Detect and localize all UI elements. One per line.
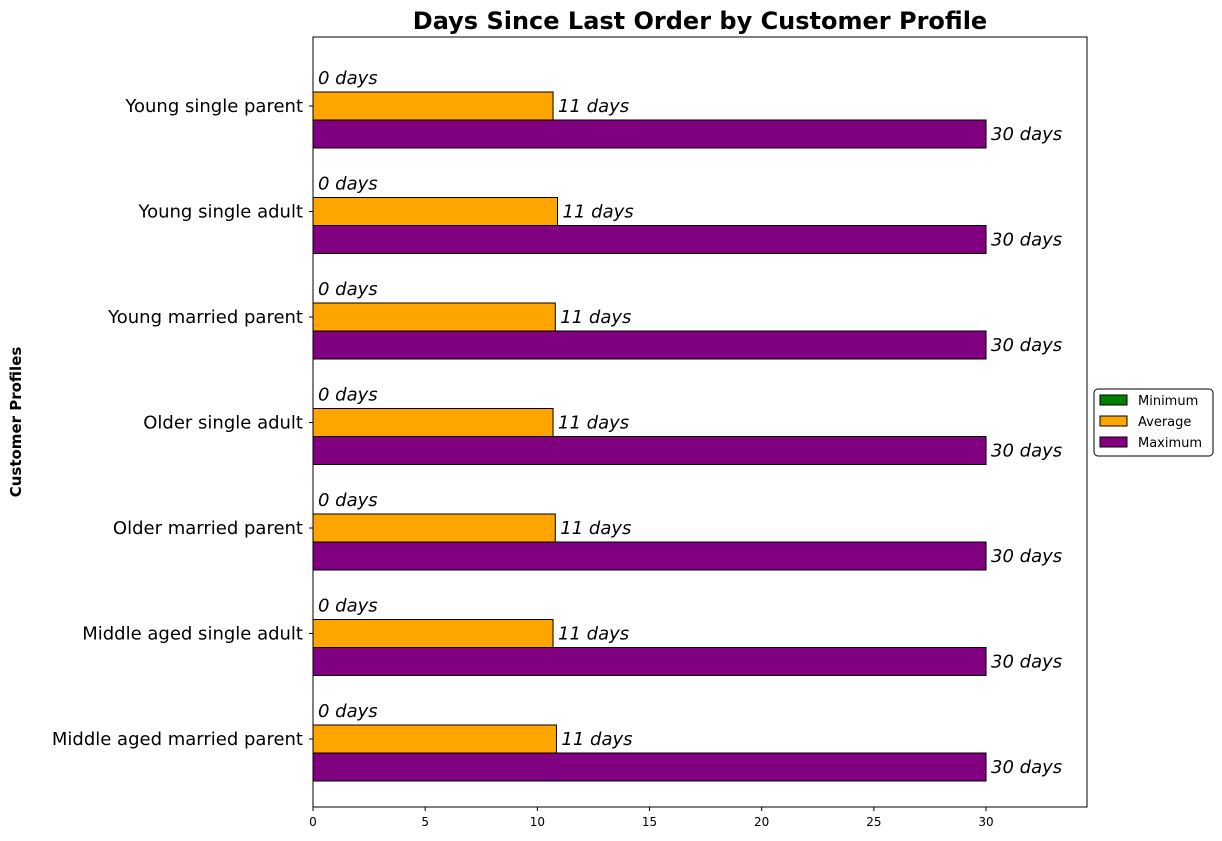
bar-average xyxy=(312,619,554,648)
legend-swatch-minimum xyxy=(1099,394,1128,406)
data-label-minimum: 0 days xyxy=(318,701,378,722)
legend-label-maximum: Maximum xyxy=(1138,436,1202,451)
data-label-minimum: 0 days xyxy=(318,68,378,89)
data-label-minimum: 0 days xyxy=(318,490,378,511)
category-label: Older single adult xyxy=(143,413,303,434)
data-label-average: 11 days xyxy=(558,624,629,645)
bar-average xyxy=(312,302,556,332)
bar-average xyxy=(312,513,556,543)
category-label: Middle aged married parent xyxy=(52,729,303,750)
data-label-minimum: 0 days xyxy=(318,279,378,300)
plot-area: 0 5 10 15 20 25 30 Young single parent 0 days 11 … xyxy=(52,36,1088,829)
data-label-minimum: 0 days xyxy=(318,174,378,195)
data-label-maximum: 30 days xyxy=(991,441,1062,462)
data-label-average: 11 days xyxy=(558,96,629,117)
data-label-average: 11 days xyxy=(563,202,634,223)
legend-swatch-maximum xyxy=(1099,436,1128,448)
bar-average xyxy=(312,91,554,121)
data-label-average: 11 days xyxy=(560,518,631,539)
bar-maximum xyxy=(312,225,987,254)
bar-maximum xyxy=(312,647,987,676)
chart-title: Days Since Last Order by Customer Profil… xyxy=(413,7,987,35)
data-label-minimum: 0 days xyxy=(318,385,378,406)
x-tick-label: 30 xyxy=(978,815,993,829)
legend-label-average: Average xyxy=(1138,415,1191,430)
bar-maximum xyxy=(312,119,987,149)
data-label-maximum: 30 days xyxy=(991,757,1062,778)
category-label: Middle aged single adult xyxy=(82,624,303,645)
data-label-average: 11 days xyxy=(561,729,632,750)
bar-maximum xyxy=(312,436,987,465)
x-tick-label: 0 xyxy=(309,815,317,829)
category-label: Young married parent xyxy=(107,307,303,328)
bar-average xyxy=(312,408,554,437)
data-label-maximum: 30 days xyxy=(991,230,1062,251)
category-label: Young single parent xyxy=(124,96,303,117)
bar-average xyxy=(312,724,557,754)
x-tick-label: 15 xyxy=(642,815,657,829)
x-tick-label: 5 xyxy=(421,815,429,829)
data-label-average: 11 days xyxy=(558,413,629,434)
x-tick-label: 25 xyxy=(866,815,881,829)
category-label: Older married parent xyxy=(113,518,303,539)
bar-maximum xyxy=(312,541,987,571)
y-axis-title: Customer Profiles xyxy=(7,347,25,498)
legend-label-minimum: Minimum xyxy=(1138,394,1198,409)
legend: Minimum Average Maximum xyxy=(1093,388,1214,457)
x-tick-label: 20 xyxy=(754,815,769,829)
bar-maximum xyxy=(312,330,987,360)
data-label-minimum: 0 days xyxy=(318,596,378,617)
data-label-maximum: 30 days xyxy=(991,546,1062,567)
data-label-maximum: 30 days xyxy=(991,335,1062,356)
category-label: Young single adult xyxy=(137,202,303,223)
x-tick-label: 10 xyxy=(530,815,545,829)
data-label-maximum: 30 days xyxy=(991,652,1062,673)
legend-swatch-average xyxy=(1099,415,1128,427)
data-label-average: 11 days xyxy=(560,307,631,328)
bar-average xyxy=(312,197,559,226)
bar-maximum xyxy=(312,752,987,782)
data-label-maximum: 30 days xyxy=(991,124,1062,145)
